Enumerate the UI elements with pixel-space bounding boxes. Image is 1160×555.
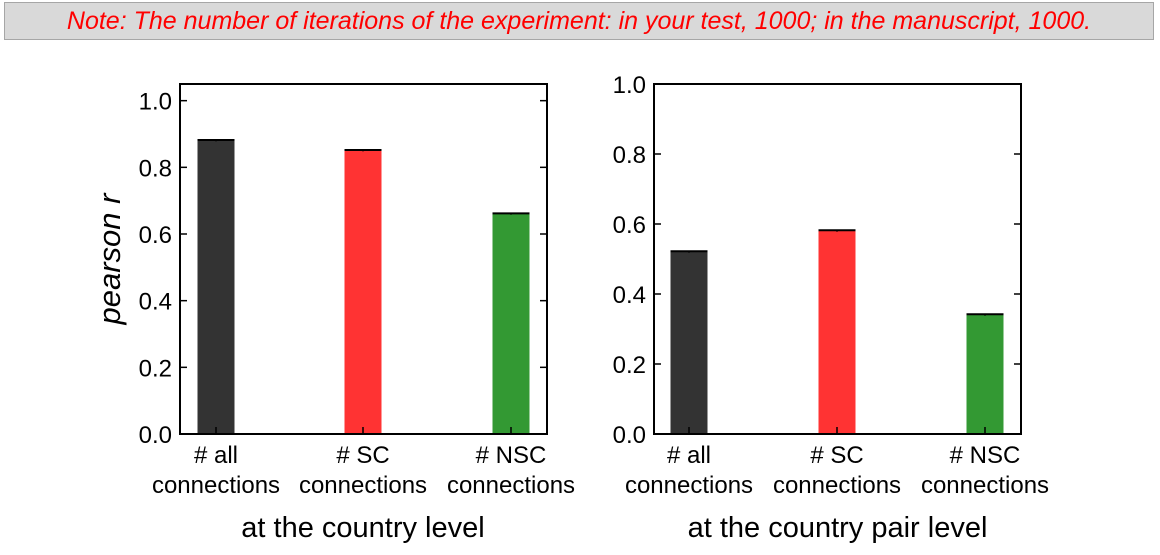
left-ytick-label-5: 1.0 [139,89,172,116]
right-ytick-label-3: 0.6 [613,212,646,239]
left-ytick-label-1: 0.2 [139,355,172,382]
right-ytick-label-0: 0.0 [613,422,646,449]
left-ytick-label-4: 0.8 [139,155,172,182]
left-bar-3 [492,214,530,434]
right-bar-2 [818,231,856,434]
left-x-axis-label: at the country level [241,512,484,544]
right-category-label-3: # NSC connections [921,442,1049,499]
left-bar-2 [344,150,382,434]
left-ytick-label-3: 0.6 [139,222,172,249]
right-bar-3 [966,315,1004,434]
iterations-note: Note: The number of iterations of the ex… [4,2,1154,40]
left-ytick-label-2: 0.4 [139,289,172,316]
right-category-label-1: # all connections [625,442,753,499]
right-category-label-2: # SC connections [773,442,901,499]
right-bar-1 [670,252,708,434]
right-x-axis-label: at the country pair level [688,512,988,544]
right-ytick-label-2: 0.4 [613,282,646,309]
left-ytick-label-0: 0.0 [139,422,172,449]
right-ytick-label-5: 1.0 [613,72,646,99]
left-category-label-1: # all connections [152,442,280,499]
left-y-axis-label: pearson r [92,192,127,326]
right-ytick-label-1: 0.2 [613,352,646,379]
left-bar-1 [197,140,235,434]
left-category-label-2: # SC connections [299,442,427,499]
left-category-label-3: # NSC connections [447,442,575,499]
right-ytick-label-4: 0.8 [613,142,646,169]
